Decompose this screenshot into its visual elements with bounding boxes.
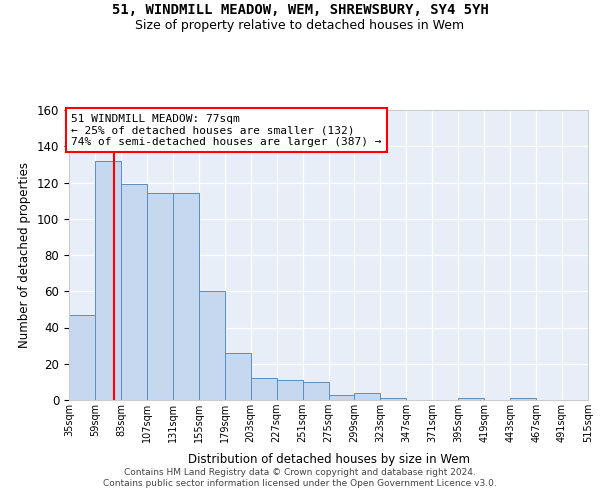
Bar bbox=[277, 380, 302, 400]
Bar bbox=[355, 393, 380, 400]
Bar bbox=[251, 378, 277, 400]
Bar bbox=[302, 382, 329, 400]
Bar bbox=[95, 161, 121, 400]
Bar bbox=[458, 398, 484, 400]
Bar bbox=[173, 194, 199, 400]
Bar bbox=[121, 184, 147, 400]
Text: 51 WINDMILL MEADOW: 77sqm
← 25% of detached houses are smaller (132)
74% of semi: 51 WINDMILL MEADOW: 77sqm ← 25% of detac… bbox=[71, 114, 382, 147]
Bar bbox=[147, 194, 173, 400]
Text: Size of property relative to detached houses in Wem: Size of property relative to detached ho… bbox=[136, 19, 464, 32]
Bar bbox=[69, 315, 95, 400]
Text: 51, WINDMILL MEADOW, WEM, SHREWSBURY, SY4 5YH: 51, WINDMILL MEADOW, WEM, SHREWSBURY, SY… bbox=[112, 2, 488, 16]
Bar bbox=[225, 353, 251, 400]
Text: Distribution of detached houses by size in Wem: Distribution of detached houses by size … bbox=[188, 452, 470, 466]
Bar bbox=[329, 394, 355, 400]
Text: Contains HM Land Registry data © Crown copyright and database right 2024.
Contai: Contains HM Land Registry data © Crown c… bbox=[103, 468, 497, 487]
Bar bbox=[199, 291, 224, 400]
Bar bbox=[380, 398, 406, 400]
Bar bbox=[510, 398, 536, 400]
Y-axis label: Number of detached properties: Number of detached properties bbox=[19, 162, 31, 348]
